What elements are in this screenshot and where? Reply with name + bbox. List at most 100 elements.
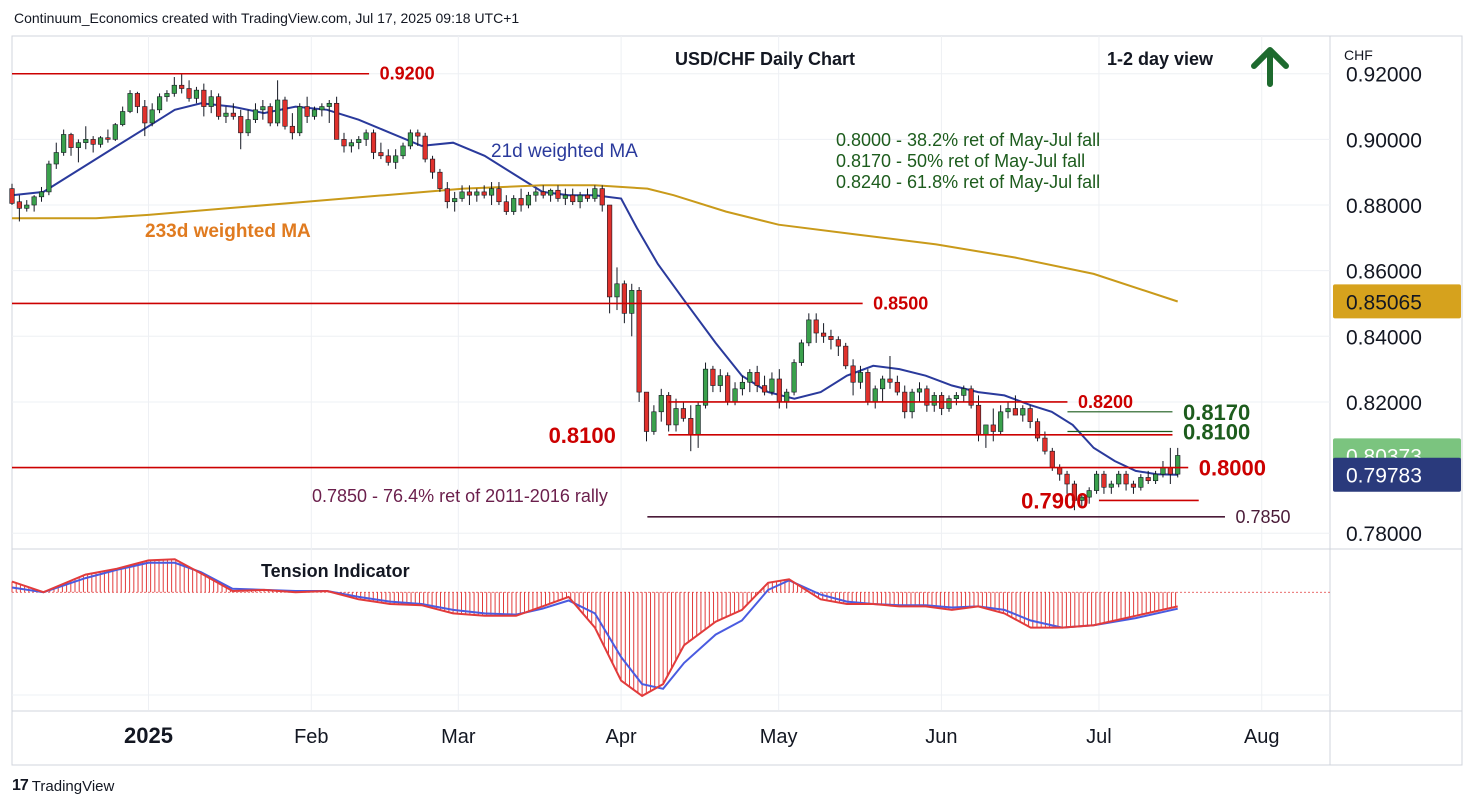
candle	[24, 200, 30, 212]
y-tick-label: 0.88000	[1346, 195, 1422, 218]
candle-body	[784, 391, 790, 403]
fib-note: 0.7850 - 76.4% ret of 2011-2016 rally	[312, 486, 608, 506]
main-pane	[12, 36, 1330, 548]
candle-body	[348, 142, 354, 147]
candle	[208, 90, 214, 114]
candle	[1020, 405, 1026, 422]
candle	[68, 132, 74, 156]
candle-body	[961, 388, 967, 396]
candle-body	[186, 88, 192, 99]
candle-body	[193, 89, 200, 99]
candle	[297, 103, 303, 137]
candle	[533, 188, 539, 202]
candle-body	[1160, 467, 1166, 475]
candle-body	[127, 93, 133, 112]
candle-body	[791, 362, 797, 393]
candle	[1086, 487, 1092, 504]
candle-body	[1020, 408, 1026, 416]
candle-body	[1079, 496, 1085, 501]
candle-body	[1064, 473, 1070, 485]
price-badge	[1333, 457, 1461, 492]
price-badge	[1333, 284, 1461, 319]
candle	[156, 93, 163, 114]
level-label: 0.8200	[1078, 392, 1133, 412]
candle-body	[739, 381, 745, 390]
candle-body	[9, 188, 15, 204]
candle	[607, 204, 613, 314]
candle	[267, 103, 273, 127]
candle-body	[1116, 473, 1122, 485]
candle-body	[761, 385, 768, 393]
candle	[570, 188, 576, 206]
candle	[961, 385, 967, 402]
candle-body	[97, 137, 104, 145]
tradingview-brand: TradingView	[31, 777, 115, 795]
candle	[393, 149, 399, 169]
candle-body	[651, 411, 657, 432]
candle	[1116, 470, 1122, 488]
candle-body	[378, 152, 384, 157]
candle-body	[658, 395, 664, 413]
candle-body	[865, 372, 871, 403]
y-tick-label: 0.82000	[1346, 392, 1422, 415]
candle-body	[452, 198, 458, 203]
candle-body	[725, 375, 731, 403]
candle	[1130, 480, 1137, 494]
candle	[710, 365, 716, 393]
candle-body	[1175, 455, 1181, 475]
level-label: 0.8000	[1199, 456, 1266, 481]
candle-body	[459, 191, 465, 199]
candle-body	[562, 194, 568, 199]
candle-body	[924, 388, 930, 406]
candle-body	[754, 372, 760, 386]
candle	[378, 142, 384, 160]
level-label: 0.9200	[380, 64, 435, 84]
candle-body	[1138, 477, 1144, 488]
candle	[179, 73, 185, 94]
candle	[747, 369, 753, 393]
candle	[334, 96, 340, 140]
candle-body	[230, 112, 236, 117]
candle-body	[1005, 408, 1011, 413]
candle-body	[1012, 408, 1018, 416]
candle	[1005, 401, 1011, 419]
candle-body	[46, 163, 52, 193]
candle-body	[953, 395, 959, 399]
candle	[835, 336, 841, 356]
candle	[83, 126, 89, 150]
candle-body	[393, 155, 399, 163]
candle	[164, 90, 170, 102]
candle	[142, 100, 148, 137]
candle-body	[570, 194, 576, 203]
candle	[968, 385, 974, 409]
candle	[946, 395, 952, 412]
candle-body	[238, 116, 244, 134]
candle-body	[968, 388, 974, 406]
candle	[577, 191, 583, 209]
candle-body	[341, 139, 347, 147]
tradingview-footer[interactable]: 17 TradingView	[12, 777, 114, 795]
candle	[916, 382, 923, 402]
candle	[865, 369, 871, 406]
candle-body	[872, 388, 878, 403]
candle-body	[363, 132, 369, 140]
candle-body	[83, 139, 89, 143]
candle	[584, 188, 591, 202]
candle	[828, 329, 834, 350]
candle-body	[998, 411, 1004, 432]
candle-body	[584, 194, 591, 199]
candle	[666, 392, 672, 432]
level-label: 0.7850	[1235, 507, 1290, 527]
candle-body	[112, 124, 118, 140]
candle-body	[400, 145, 406, 157]
candle	[518, 188, 524, 212]
candle	[813, 313, 819, 343]
candle-body	[990, 424, 996, 432]
candle	[525, 191, 532, 209]
candle	[1138, 474, 1144, 491]
candle-body	[275, 99, 281, 124]
candle-body	[201, 89, 207, 107]
candle-body	[1049, 450, 1055, 468]
candle	[843, 342, 849, 370]
candle	[216, 93, 222, 120]
